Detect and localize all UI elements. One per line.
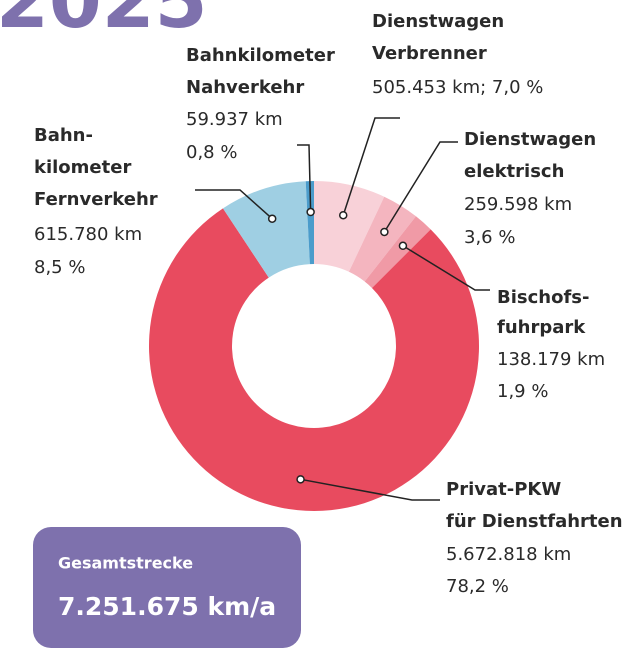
segment-name: Bahnkilometer	[186, 45, 335, 66]
segment-name: Fernverkehr	[34, 189, 158, 210]
segment-value: 5.672.818 km	[446, 544, 571, 565]
segment-value: 259.598 km	[464, 194, 572, 215]
segment-name: Dienstwagen	[372, 11, 504, 32]
segment-name: Bischofs-	[497, 287, 589, 308]
leader-line	[342, 117, 400, 216]
leader-line	[195, 189, 273, 220]
total-value: 7.251.675 km/a	[58, 592, 276, 621]
segment-name: Nahverkehr	[186, 77, 304, 98]
total-box	[33, 527, 301, 648]
donut-segment	[305, 181, 314, 265]
segment-name: Privat-PKW	[446, 479, 561, 500]
leader-dot	[296, 475, 305, 484]
chart-title: 2025	[0, 0, 208, 45]
segment-name: fuhrpark	[497, 317, 586, 338]
leader-line	[402, 245, 490, 291]
leader-dot	[380, 227, 389, 237]
leader-dot	[338, 210, 348, 220]
segment-value: 3,6 %	[464, 227, 515, 248]
segment-name: Dienstwagen	[464, 129, 596, 150]
segment-value: 78,2 %	[446, 576, 509, 597]
segment-name: elektrisch	[464, 161, 564, 182]
leader-dot	[267, 214, 277, 223]
segment-value: 1,9 %	[497, 381, 548, 402]
segment-value: 8,5 %	[34, 257, 85, 278]
segment-value: 505.453 km; 7,0 %	[372, 77, 543, 98]
segment-value: 138.179 km	[497, 349, 605, 370]
leader-line	[300, 478, 440, 501]
segment-name: Verbrenner	[372, 43, 487, 64]
leader-line	[383, 141, 458, 233]
leader-line	[297, 144, 312, 213]
segment-name: Bahn-	[34, 125, 93, 146]
segment-value: 0,8 %	[186, 142, 237, 163]
leader-dot	[306, 207, 315, 217]
donut-segment	[222, 181, 310, 278]
donut-segment	[314, 181, 385, 272]
leader-dot	[398, 241, 408, 251]
segment-value: 615.780 km	[34, 224, 142, 245]
segment-name: für Dienstfahrten	[446, 511, 623, 532]
donut-segment	[348, 196, 416, 282]
total-label: Gesamtstrecke	[58, 554, 193, 573]
donut-segment	[364, 216, 431, 289]
segment-name: kilometer	[34, 157, 131, 178]
segment-value: 59.937 km	[186, 109, 283, 130]
donut-segment	[148, 208, 479, 511]
